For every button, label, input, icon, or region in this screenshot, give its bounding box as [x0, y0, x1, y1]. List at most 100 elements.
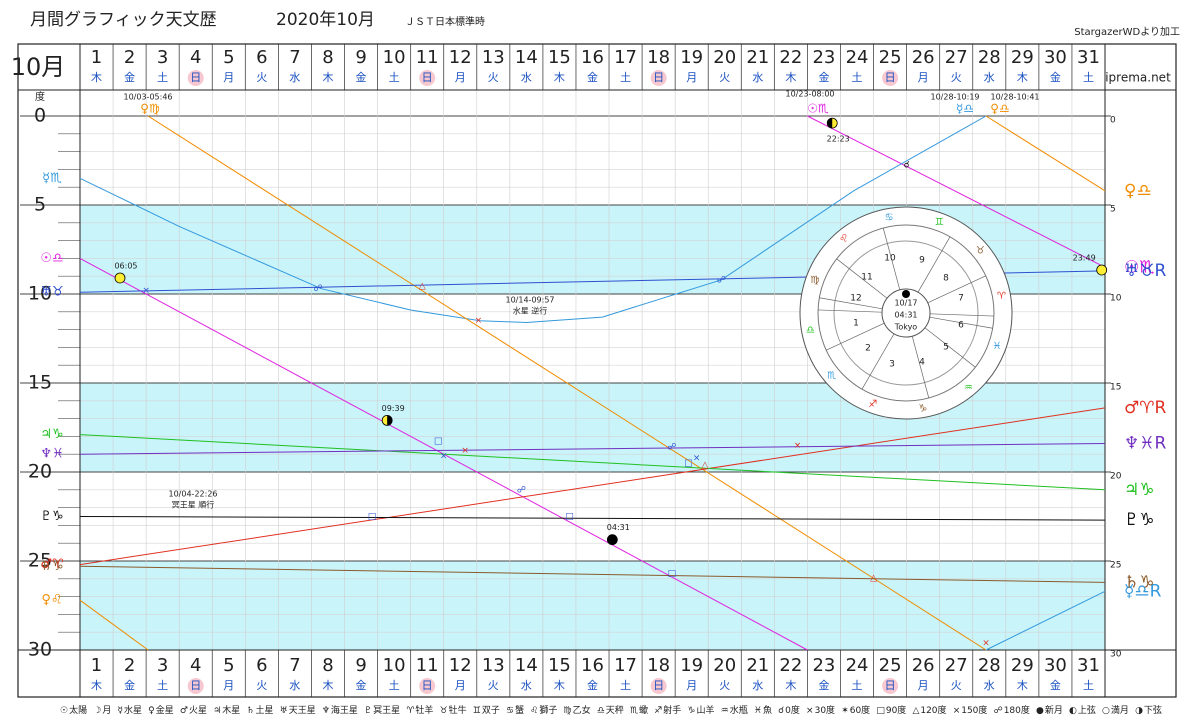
legend-item: ♐射手	[654, 703, 681, 716]
day-number: 15	[548, 47, 571, 68]
day-number: 25	[879, 47, 902, 68]
wheel-sign: ♏	[827, 370, 836, 381]
series-end-label: ☉♏	[1124, 257, 1154, 277]
legend-item: ♉牡牛	[440, 703, 467, 716]
series-line	[79, 434, 1106, 491]
house-number: 12	[850, 294, 861, 304]
aspect: ×	[440, 451, 448, 461]
weekday: 月	[918, 679, 929, 692]
series-layer: ☉♎ ☉♏ ☿♏ ☿♎R ♀♌ ♀♎ ♂♈ ♂♈R ♃♑ ♃♑ ♄♑ ♄♑ ♅♉ ♅♉R ♆♓ ♆♓R ♇♑ ♇♑	[40, 115, 1166, 651]
day-number: 12	[449, 47, 472, 68]
house-number: 10	[884, 254, 896, 264]
legend-item: ♊双子	[473, 703, 500, 716]
weekday: 日	[885, 71, 896, 84]
chart-subtitle: 2020年10月	[276, 10, 375, 30]
day-number: 10	[383, 655, 406, 676]
legend-symbol: ♓	[753, 705, 762, 716]
series-end-label: ♅♉R	[1124, 261, 1166, 281]
house-cusp	[927, 275, 986, 304]
aspect: □	[565, 512, 574, 522]
y-tick-label: 5	[34, 194, 46, 216]
day-number: 4	[190, 47, 201, 68]
legend-text: 火星	[188, 705, 207, 716]
weekday: 火	[256, 679, 267, 692]
day-number: 29	[1011, 47, 1034, 68]
aspect: ☍	[517, 485, 526, 495]
series-start-label: ♂♈	[40, 557, 64, 572]
weekday: 金	[818, 679, 829, 692]
day-number: 14	[515, 47, 538, 68]
legend-item: ♏蠍	[630, 703, 648, 716]
month-label: 10月	[11, 53, 66, 81]
wheel-sign: ♊	[935, 217, 944, 228]
day-number: 3	[157, 47, 168, 68]
aspect: △	[701, 460, 708, 470]
weekday: 木	[322, 71, 333, 84]
aspect: ☍	[717, 275, 726, 285]
ingress-time: 10/03-05:46	[124, 93, 173, 102]
legend-symbol: ◐	[1069, 705, 1077, 716]
aspect: ☍	[667, 443, 676, 453]
aspect: □	[684, 459, 693, 469]
weekday: 水	[984, 679, 995, 692]
chart-title: 月間グラフィック天文歴	[30, 10, 217, 30]
weekday: 土	[852, 71, 863, 84]
day-number: 7	[289, 47, 300, 68]
band	[80, 561, 1105, 650]
day-number: 22	[779, 47, 802, 68]
legend-text: 金星	[155, 705, 174, 716]
day-number: 8	[322, 47, 333, 68]
legend-text: 天王星	[288, 705, 316, 716]
frame	[17, 43, 1177, 698]
house-cusp	[836, 258, 888, 299]
weekday: 月	[918, 71, 929, 84]
wheel-place: Tokyo	[894, 323, 918, 332]
day-number: 10	[383, 47, 406, 68]
day-number: 4	[190, 655, 201, 676]
house-number: 5	[943, 343, 949, 353]
wheel-ring	[817, 224, 995, 402]
series-line	[79, 516, 1106, 521]
legend-symbol: ♉	[439, 705, 448, 716]
series-end-label: ♂♈R	[1124, 398, 1166, 418]
weekday: 木	[785, 679, 796, 692]
site: iprema.net	[1105, 71, 1171, 85]
wheel-center	[881, 288, 931, 338]
y2-tick-label: 0	[1110, 116, 1116, 126]
legend-symbol: ☉	[60, 705, 69, 716]
holiday-mark	[187, 678, 204, 694]
holiday-mark	[882, 70, 899, 86]
weekday: 日	[190, 71, 201, 84]
series-start-label: ☿♏	[42, 171, 62, 186]
legend-item: ✶60度	[841, 703, 870, 716]
ingress-label: ♀♎	[990, 102, 1010, 116]
day-number: 17	[614, 655, 637, 676]
aspect: ×	[461, 446, 469, 456]
day-number: 21	[746, 47, 769, 68]
legend-symbol: ♀	[148, 705, 155, 716]
day-number: 20	[713, 655, 736, 676]
day-number: 12	[449, 655, 472, 676]
holiday-mark	[650, 70, 667, 86]
day-number: 11	[416, 655, 439, 676]
legend-text: 射手	[663, 705, 682, 716]
ingress-label: ♀♍	[140, 102, 160, 116]
legend-symbol: ☿	[117, 705, 123, 716]
station-time: 10/04-22:26	[169, 490, 218, 499]
house-cusp	[826, 322, 885, 351]
legend-symbol: ⨯	[952, 705, 961, 716]
legend-text: 山羊	[696, 705, 715, 716]
holiday-mark	[419, 70, 436, 86]
house-cusp	[924, 327, 976, 368]
legend-text: 土星	[255, 705, 274, 716]
y-tick-label: 20	[28, 461, 52, 483]
legend-symbol: ♅	[279, 705, 288, 716]
legend-item: ♒水瓶	[721, 703, 748, 716]
day-number: 11	[416, 47, 439, 68]
day-number: 31	[1077, 47, 1100, 68]
weekday: 月	[223, 71, 234, 84]
weekday: 土	[620, 679, 631, 692]
legend-item: ♓魚	[754, 703, 772, 716]
station-time: 10/14-09:57	[506, 296, 555, 305]
house-number: 7	[958, 294, 964, 304]
